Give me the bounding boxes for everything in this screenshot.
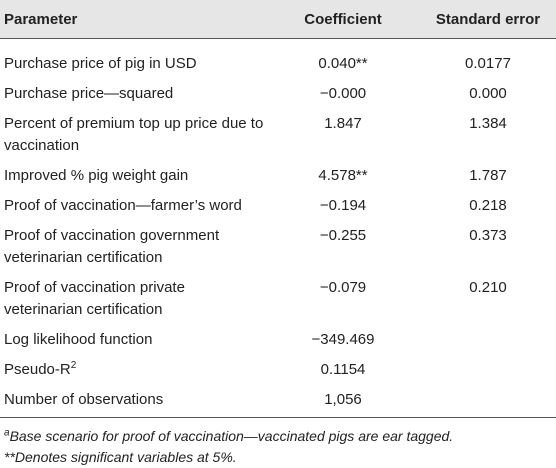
standard-error-cell: [400, 385, 556, 418]
coefficient: 1,056: [324, 391, 362, 408]
header-cell: Coefficient: [270, 0, 400, 39]
parameter-cell: Percent of premium top up price due to v…: [0, 109, 270, 161]
coefficient: −0.194: [319, 197, 367, 214]
footnote-text: **Denotes significant variables at 5%.: [4, 449, 237, 465]
table-row: Number of observations 1,056: [0, 385, 556, 418]
standard-error-cell: [400, 325, 556, 355]
coefficient-cell: −0.000: [270, 79, 400, 109]
footnote-marker: a: [4, 427, 10, 439]
header-cell: Standard error: [400, 0, 556, 39]
parameter-text: Pseudo-R: [4, 361, 71, 378]
coefficient: 0.1154: [320, 361, 366, 378]
coefficient-cell: −0.194: [270, 191, 400, 221]
coefficient: 4.578**: [318, 167, 368, 184]
table-row: Purchase price of pig in USD 0.040** 0.017…: [0, 39, 556, 80]
header-cell: Parameter: [0, 0, 270, 39]
parameter-cell: Improved % pig weight gain: [0, 161, 270, 191]
table-row: Log likelihood function −349.469: [0, 325, 556, 355]
coefficient: −0.079: [319, 279, 367, 296]
standard-error-cell: 1.787: [400, 161, 556, 191]
parameter-cell: Pseudo-R2: [0, 355, 270, 385]
standard-error-cell: 0.218: [400, 191, 556, 221]
coefficient: 0.040**: [318, 55, 368, 72]
standard-error: 0.218: [469, 197, 507, 214]
parameter-text: Purchase price of pig in USD: [4, 55, 197, 72]
parameter-cell: Proof of vaccination—farmer’s word: [0, 191, 270, 221]
parameter-cell: Purchase price—squared: [0, 79, 270, 109]
standard-error: 0.0177: [465, 55, 511, 72]
parameter-cell: Proof of vaccination government veterina…: [0, 221, 270, 273]
standard-error: 1.384: [469, 115, 507, 132]
coefficient-cell: −0.255: [270, 221, 400, 273]
standard-error: 0.373: [469, 227, 507, 244]
table-body: Purchase price of pig in USD 0.040** 0.017…: [0, 39, 556, 418]
standard-error-cell: 1.384: [400, 109, 556, 161]
parameter-cell: Purchase price of pig in USD: [0, 39, 270, 80]
standard-error-cell: 0.000: [400, 79, 556, 109]
parameter-text: Number of observations: [4, 391, 164, 408]
standard-error-cell: 0.210: [400, 273, 556, 325]
footnotes: aBase scenario for proof of vaccination—…: [0, 418, 556, 468]
standard-error-cell: 0.373: [400, 221, 556, 273]
coefficient-cell: 0.1154: [270, 355, 400, 385]
parameter-cell: Number of observations: [0, 385, 270, 418]
coefficient: −349.469: [311, 331, 375, 348]
parameter-cell: Log likelihood function: [0, 325, 270, 355]
parameter-text: Improved % pig weight gain: [4, 167, 189, 184]
table-row: Proof of vaccination—farmer’s word −0.194…: [0, 191, 556, 221]
coefficient-cell: −0.079: [270, 273, 400, 325]
coefficient-cell: 1,056: [270, 385, 400, 418]
table-row: Improved % pig weight gain 4.578** 1.787: [0, 161, 556, 191]
coefficient-cell: 0.040**: [270, 39, 400, 80]
results-table: Parameter Coefficient Standard error Pur…: [0, 0, 556, 418]
standard-error-cell: 0.0177: [400, 39, 556, 80]
header-row: Parameter Coefficient Standard error: [0, 0, 556, 39]
parameter-text: Proof of vaccination government veterina…: [4, 227, 220, 266]
coefficient: −0.255: [319, 227, 367, 244]
parameter-text: Percent of premium top up price due to v…: [4, 115, 264, 154]
superscript: 2: [70, 360, 77, 371]
standard-error: 0.000: [469, 85, 507, 102]
table-row: Proof of vaccination government veterina…: [0, 221, 556, 273]
coefficient-cell: 1.847: [270, 109, 400, 161]
parameter-text: Proof of vaccination private veterinaria…: [4, 279, 185, 318]
coefficient-cell: −349.469: [270, 325, 400, 355]
parameter-text: Purchase price—squared: [4, 85, 174, 102]
table-row: Percent of premium top up price due to v…: [0, 109, 556, 161]
parameter-text: Proof of vaccination—farmer’s word: [4, 197, 242, 214]
coefficient-cell: 4.578**: [270, 161, 400, 191]
footnote: **Denotes significant variables at 5%.: [4, 447, 552, 468]
coefficient: −0.000: [319, 85, 367, 102]
table-row: Purchase price—squared −0.000 0.000: [0, 79, 556, 109]
table-row: Pseudo-R2 0.1154: [0, 355, 556, 385]
parameter-text: Log likelihood function: [4, 331, 153, 348]
standard-error-cell: [400, 355, 556, 385]
parameter-cell: Proof of vaccination private veterinaria…: [0, 273, 270, 325]
table-row: Proof of vaccination private veterinaria…: [0, 273, 556, 325]
standard-error: 0.210: [469, 279, 507, 296]
footnote-text: Base scenario for proof of vaccination—v…: [9, 428, 454, 444]
standard-error: 1.787: [469, 167, 507, 184]
coefficient: 1.847: [324, 115, 362, 132]
